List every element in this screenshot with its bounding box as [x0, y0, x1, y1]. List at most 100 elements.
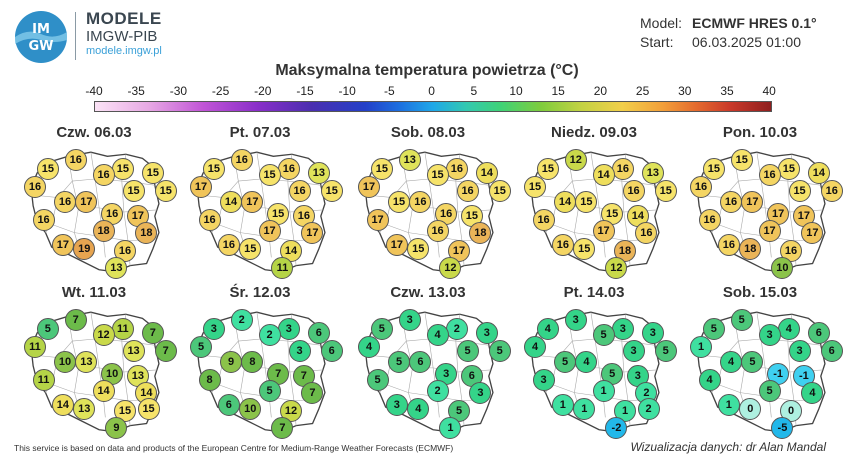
scale-tick-label: -15	[296, 84, 314, 98]
logo-divider	[75, 12, 76, 60]
day-label: Śr. 12.03	[229, 284, 291, 301]
temperature-marker: 16	[698, 209, 721, 232]
temperature-marker: 16	[426, 219, 449, 242]
temperature-marker: 11	[24, 336, 46, 359]
temperature-marker: 11	[271, 256, 294, 279]
temperature-marker: 4	[801, 381, 824, 404]
temperature-marker: 13	[398, 149, 421, 172]
temperature-marker: 16	[720, 190, 742, 213]
temperature-marker: 16	[551, 234, 574, 256]
temperature-marker: 16	[277, 157, 300, 180]
temperature-marker: 15	[702, 157, 725, 180]
temperature-marker: 15	[202, 157, 225, 180]
temperature-marker: 6	[307, 321, 330, 344]
temperature-marker: 1	[439, 416, 462, 439]
svg-text:GW: GW	[28, 39, 53, 54]
day-label: Wt. 11.03	[61, 284, 127, 301]
temperature-marker: 5	[366, 369, 389, 392]
temperature-marker: 5	[456, 340, 479, 363]
temperature-marker: 5	[758, 379, 781, 402]
day-label: Czw. 13.03	[390, 284, 466, 301]
temperature-marker: 15	[654, 180, 677, 203]
temperature-marker: 16	[64, 149, 87, 172]
model-value: ECMWF HRES 0.1°	[692, 15, 817, 31]
temperature-marker: 16	[92, 163, 115, 186]
temperature-marker: 18	[469, 221, 492, 244]
temperature-marker: 18	[135, 221, 158, 244]
temperature-marker: 11	[111, 317, 134, 340]
temperature-marker: 13	[122, 340, 145, 363]
scale-tick-label: -25	[211, 84, 230, 98]
temperature-marker: 9	[220, 350, 242, 373]
temperature-marker: 3	[277, 317, 300, 340]
temperature-marker: 15	[36, 157, 59, 180]
temperature-marker: 5	[370, 317, 393, 340]
temperature-marker: 10	[54, 350, 76, 373]
color-scale-labels: -40 -35 -30 -25 -20 -15 -10 -5 0 5 10 15 20 25 30 35 40	[80, 84, 780, 100]
temperature-marker: 1	[717, 394, 740, 416]
temperature-marker: 6	[217, 394, 240, 416]
footer-credit: Wizualizacja danych: dr Alan Mandal	[630, 440, 826, 454]
temperature-marker: 16	[54, 190, 76, 213]
temperature-marker: 14	[220, 190, 242, 213]
temperature-marker: 10	[239, 398, 262, 421]
temperature-marker: 1	[573, 398, 596, 421]
temperature-marker: 17	[741, 190, 764, 213]
temperature-marker: 7	[64, 309, 87, 332]
temperature-marker: 15	[524, 176, 546, 199]
scale-tick-label: -40	[85, 84, 103, 98]
temperature-marker: 16	[409, 190, 432, 213]
scale-tick-label: -20	[254, 84, 272, 98]
temperature-marker: 15	[258, 163, 281, 186]
temperature-marker: 16	[456, 180, 479, 203]
temperature-marker: 17	[258, 219, 281, 242]
temperature-marker: 15	[141, 161, 164, 184]
temperature-marker: 16	[198, 209, 221, 232]
scale-tick-label: 25	[635, 84, 650, 98]
temperature-marker: 5	[190, 336, 212, 359]
start-label: Start:	[640, 34, 674, 50]
temperature-marker: 5	[258, 379, 281, 402]
temperature-marker: 18	[739, 238, 762, 261]
temperature-marker: 15	[154, 180, 177, 203]
day-label: Niedz. 09.03	[551, 124, 637, 141]
temperature-marker: 5	[654, 340, 677, 363]
temperature-marker: 5	[702, 317, 725, 340]
temperature-marker: 15	[407, 238, 430, 261]
temperature-marker: 3	[611, 317, 634, 340]
temperature-marker: 17	[75, 190, 98, 213]
brand-url[interactable]: modele.imgw.pl	[86, 45, 162, 58]
temperature-marker: 15	[573, 238, 596, 261]
model-label: Model:	[640, 15, 683, 31]
temperature-marker: 11	[32, 369, 55, 392]
scale-tick-label: 10	[509, 84, 523, 98]
temperature-marker: 16	[445, 157, 468, 180]
temperature-marker: 3	[385, 394, 408, 416]
temperature-marker: 5	[741, 350, 764, 373]
temperature-marker: 2	[230, 309, 253, 332]
temperature-marker: 12	[92, 323, 115, 346]
temperature-marker: 2	[445, 317, 468, 340]
temperature-marker: 13	[75, 350, 98, 373]
temperature-marker: 17	[241, 190, 264, 213]
temperature-marker: 16	[532, 209, 555, 232]
brand: MODELE IMGW-PIB modele.imgw.pl	[86, 9, 162, 58]
temperature-marker: 13	[307, 161, 330, 184]
day-label: Sob. 15.03	[722, 284, 798, 301]
scale-tick-label: 20	[593, 84, 608, 98]
temperature-marker: 6	[820, 340, 843, 363]
temperature-marker: 4	[777, 317, 800, 340]
temperature-marker: 14	[92, 379, 115, 402]
temperature-marker: 14	[51, 394, 74, 416]
temperature-marker: 13	[641, 161, 664, 184]
temperature-marker: 15	[536, 157, 559, 180]
temperature-marker: 14	[592, 163, 615, 186]
scale-tick-label: 30	[678, 84, 692, 98]
temperature-marker: 18	[614, 240, 636, 263]
temperature-marker: 5	[388, 350, 410, 373]
temperature-marker: 15	[388, 190, 410, 213]
temperature-marker: 17	[801, 221, 824, 244]
temperature-marker: 12	[439, 256, 462, 279]
temperature-marker: 7	[301, 381, 324, 404]
model-info: Model: ECMWF HRES 0.1° Start: 06.03.2025 0…	[640, 14, 817, 52]
